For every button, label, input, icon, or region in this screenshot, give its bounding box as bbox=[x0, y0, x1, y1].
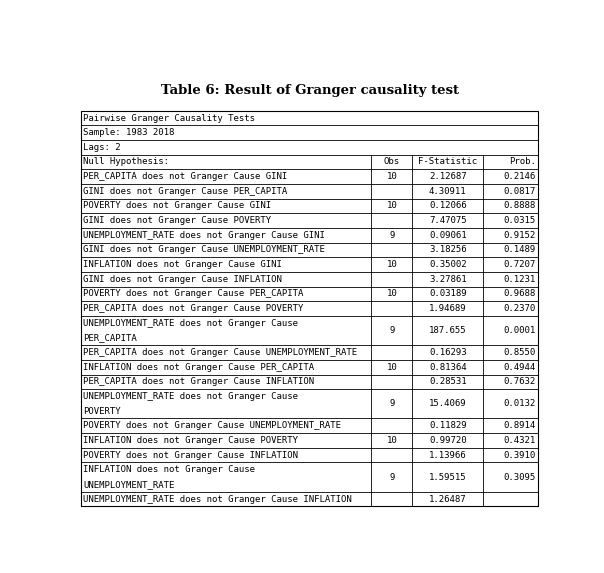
Text: UNEMPLOYMENT_RATE: UNEMPLOYMENT_RATE bbox=[83, 480, 175, 489]
Text: 0.3095: 0.3095 bbox=[503, 473, 536, 482]
Text: 187.655: 187.655 bbox=[429, 326, 466, 335]
Text: 0.03189: 0.03189 bbox=[429, 289, 466, 299]
Text: 0.8550: 0.8550 bbox=[503, 348, 536, 357]
Text: 0.12066: 0.12066 bbox=[429, 202, 466, 210]
Text: 1.59515: 1.59515 bbox=[429, 473, 466, 482]
Text: 10: 10 bbox=[387, 289, 397, 299]
Text: GINI does not Granger Cause POVERTY: GINI does not Granger Cause POVERTY bbox=[83, 216, 272, 225]
Text: 0.3910: 0.3910 bbox=[503, 450, 536, 460]
Text: 0.0315: 0.0315 bbox=[503, 216, 536, 225]
Text: POVERTY: POVERTY bbox=[83, 407, 121, 415]
Text: 0.11829: 0.11829 bbox=[429, 421, 466, 430]
Text: INFLATION does not Granger Cause: INFLATION does not Granger Cause bbox=[83, 465, 255, 474]
Text: 4.30911: 4.30911 bbox=[429, 187, 466, 196]
Text: 0.7207: 0.7207 bbox=[503, 260, 536, 269]
Text: GINI does not Granger Cause PER_CAPITA: GINI does not Granger Cause PER_CAPITA bbox=[83, 187, 288, 196]
Text: POVERTY does not Granger Cause UNEMPLOYMENT_RATE: POVERTY does not Granger Cause UNEMPLOYM… bbox=[83, 421, 341, 430]
Text: 0.4321: 0.4321 bbox=[503, 436, 536, 445]
Bar bbox=[81, 111, 538, 507]
Text: PER_CAPITA does not Granger Cause INFLATION: PER_CAPITA does not Granger Cause INFLAT… bbox=[83, 378, 315, 386]
Text: 9: 9 bbox=[389, 473, 394, 482]
Text: 0.0001: 0.0001 bbox=[503, 326, 536, 335]
Text: 0.35002: 0.35002 bbox=[429, 260, 466, 269]
Text: UNEMPLOYMENT_RATE does not Granger Cause GINI: UNEMPLOYMENT_RATE does not Granger Cause… bbox=[83, 231, 326, 240]
Text: 10: 10 bbox=[387, 202, 397, 210]
Text: 7.47075: 7.47075 bbox=[429, 216, 466, 225]
Text: 0.8914: 0.8914 bbox=[503, 421, 536, 430]
Text: Sample: 1983 2018: Sample: 1983 2018 bbox=[83, 128, 175, 137]
Text: 10: 10 bbox=[387, 436, 397, 445]
Text: 0.99720: 0.99720 bbox=[429, 436, 466, 445]
Text: 9: 9 bbox=[389, 399, 394, 409]
Text: 0.16293: 0.16293 bbox=[429, 348, 466, 357]
Text: 0.2146: 0.2146 bbox=[503, 172, 536, 181]
Text: POVERTY does not Granger Cause PER_CAPITA: POVERTY does not Granger Cause PER_CAPIT… bbox=[83, 289, 304, 299]
Text: UNEMPLOYMENT_RATE does not Granger Cause INFLATION: UNEMPLOYMENT_RATE does not Granger Cause… bbox=[83, 494, 352, 504]
Text: 1.13966: 1.13966 bbox=[429, 450, 466, 460]
Text: 0.9152: 0.9152 bbox=[503, 231, 536, 240]
Text: PER_CAPITA does not Granger Cause UNEMPLOYMENT_RATE: PER_CAPITA does not Granger Cause UNEMPL… bbox=[83, 348, 358, 357]
Text: 9: 9 bbox=[389, 231, 394, 240]
Text: 10: 10 bbox=[387, 363, 397, 372]
Text: 9: 9 bbox=[389, 326, 394, 335]
Text: GINI does not Granger Cause INFLATION: GINI does not Granger Cause INFLATION bbox=[83, 274, 282, 284]
Text: Table 6: Result of Granger causality test: Table 6: Result of Granger causality tes… bbox=[161, 84, 458, 97]
Text: 15.4069: 15.4069 bbox=[429, 399, 466, 409]
Text: 0.0132: 0.0132 bbox=[503, 399, 536, 409]
Text: 0.1231: 0.1231 bbox=[503, 274, 536, 284]
Text: 0.7632: 0.7632 bbox=[503, 378, 536, 386]
Text: 0.1489: 0.1489 bbox=[503, 245, 536, 254]
Text: POVERTY does not Granger Cause GINI: POVERTY does not Granger Cause GINI bbox=[83, 202, 272, 210]
Text: 0.2370: 0.2370 bbox=[503, 304, 536, 313]
Text: GINI does not Granger Cause UNEMPLOYMENT_RATE: GINI does not Granger Cause UNEMPLOYMENT… bbox=[83, 245, 326, 254]
Text: 1.94689: 1.94689 bbox=[429, 304, 466, 313]
Text: PER_CAPITA does not Granger Cause POVERTY: PER_CAPITA does not Granger Cause POVERT… bbox=[83, 304, 304, 313]
Text: 0.09061: 0.09061 bbox=[429, 231, 466, 240]
Text: PER_CAPITA: PER_CAPITA bbox=[83, 333, 137, 343]
Text: Pairwise Granger Causality Tests: Pairwise Granger Causality Tests bbox=[83, 113, 255, 123]
Text: INFLATION does not Granger Cause GINI: INFLATION does not Granger Cause GINI bbox=[83, 260, 282, 269]
Text: Obs: Obs bbox=[384, 158, 400, 167]
Text: 0.4944: 0.4944 bbox=[503, 363, 536, 372]
Text: INFLATION does not Granger Cause PER_CAPITA: INFLATION does not Granger Cause PER_CAP… bbox=[83, 363, 315, 372]
Text: Prob.: Prob. bbox=[509, 158, 536, 167]
Text: Lags: 2: Lags: 2 bbox=[83, 143, 121, 152]
Text: 3.27861: 3.27861 bbox=[429, 274, 466, 284]
Text: 0.9688: 0.9688 bbox=[503, 289, 536, 299]
Text: 10: 10 bbox=[387, 260, 397, 269]
Text: 0.0817: 0.0817 bbox=[503, 187, 536, 196]
Text: 2.12687: 2.12687 bbox=[429, 172, 466, 181]
Text: Null Hypothesis:: Null Hypothesis: bbox=[83, 158, 170, 167]
Text: POVERTY does not Granger Cause INFLATION: POVERTY does not Granger Cause INFLATION bbox=[83, 450, 298, 460]
Text: 1.26487: 1.26487 bbox=[429, 494, 466, 504]
Text: F-Statistic: F-Statistic bbox=[418, 158, 477, 167]
Text: UNEMPLOYMENT_RATE does not Granger Cause: UNEMPLOYMENT_RATE does not Granger Cause bbox=[83, 319, 298, 328]
Text: 3.18256: 3.18256 bbox=[429, 245, 466, 254]
Text: UNEMPLOYMENT_RATE does not Granger Cause: UNEMPLOYMENT_RATE does not Granger Cause bbox=[83, 392, 298, 401]
Text: 0.28531: 0.28531 bbox=[429, 378, 466, 386]
Text: 0.8888: 0.8888 bbox=[503, 202, 536, 210]
Text: INFLATION does not Granger Cause POVERTY: INFLATION does not Granger Cause POVERTY bbox=[83, 436, 298, 445]
Text: 0.81364: 0.81364 bbox=[429, 363, 466, 372]
Text: 10: 10 bbox=[387, 172, 397, 181]
Text: PER_CAPITA does not Granger Cause GINI: PER_CAPITA does not Granger Cause GINI bbox=[83, 172, 288, 181]
